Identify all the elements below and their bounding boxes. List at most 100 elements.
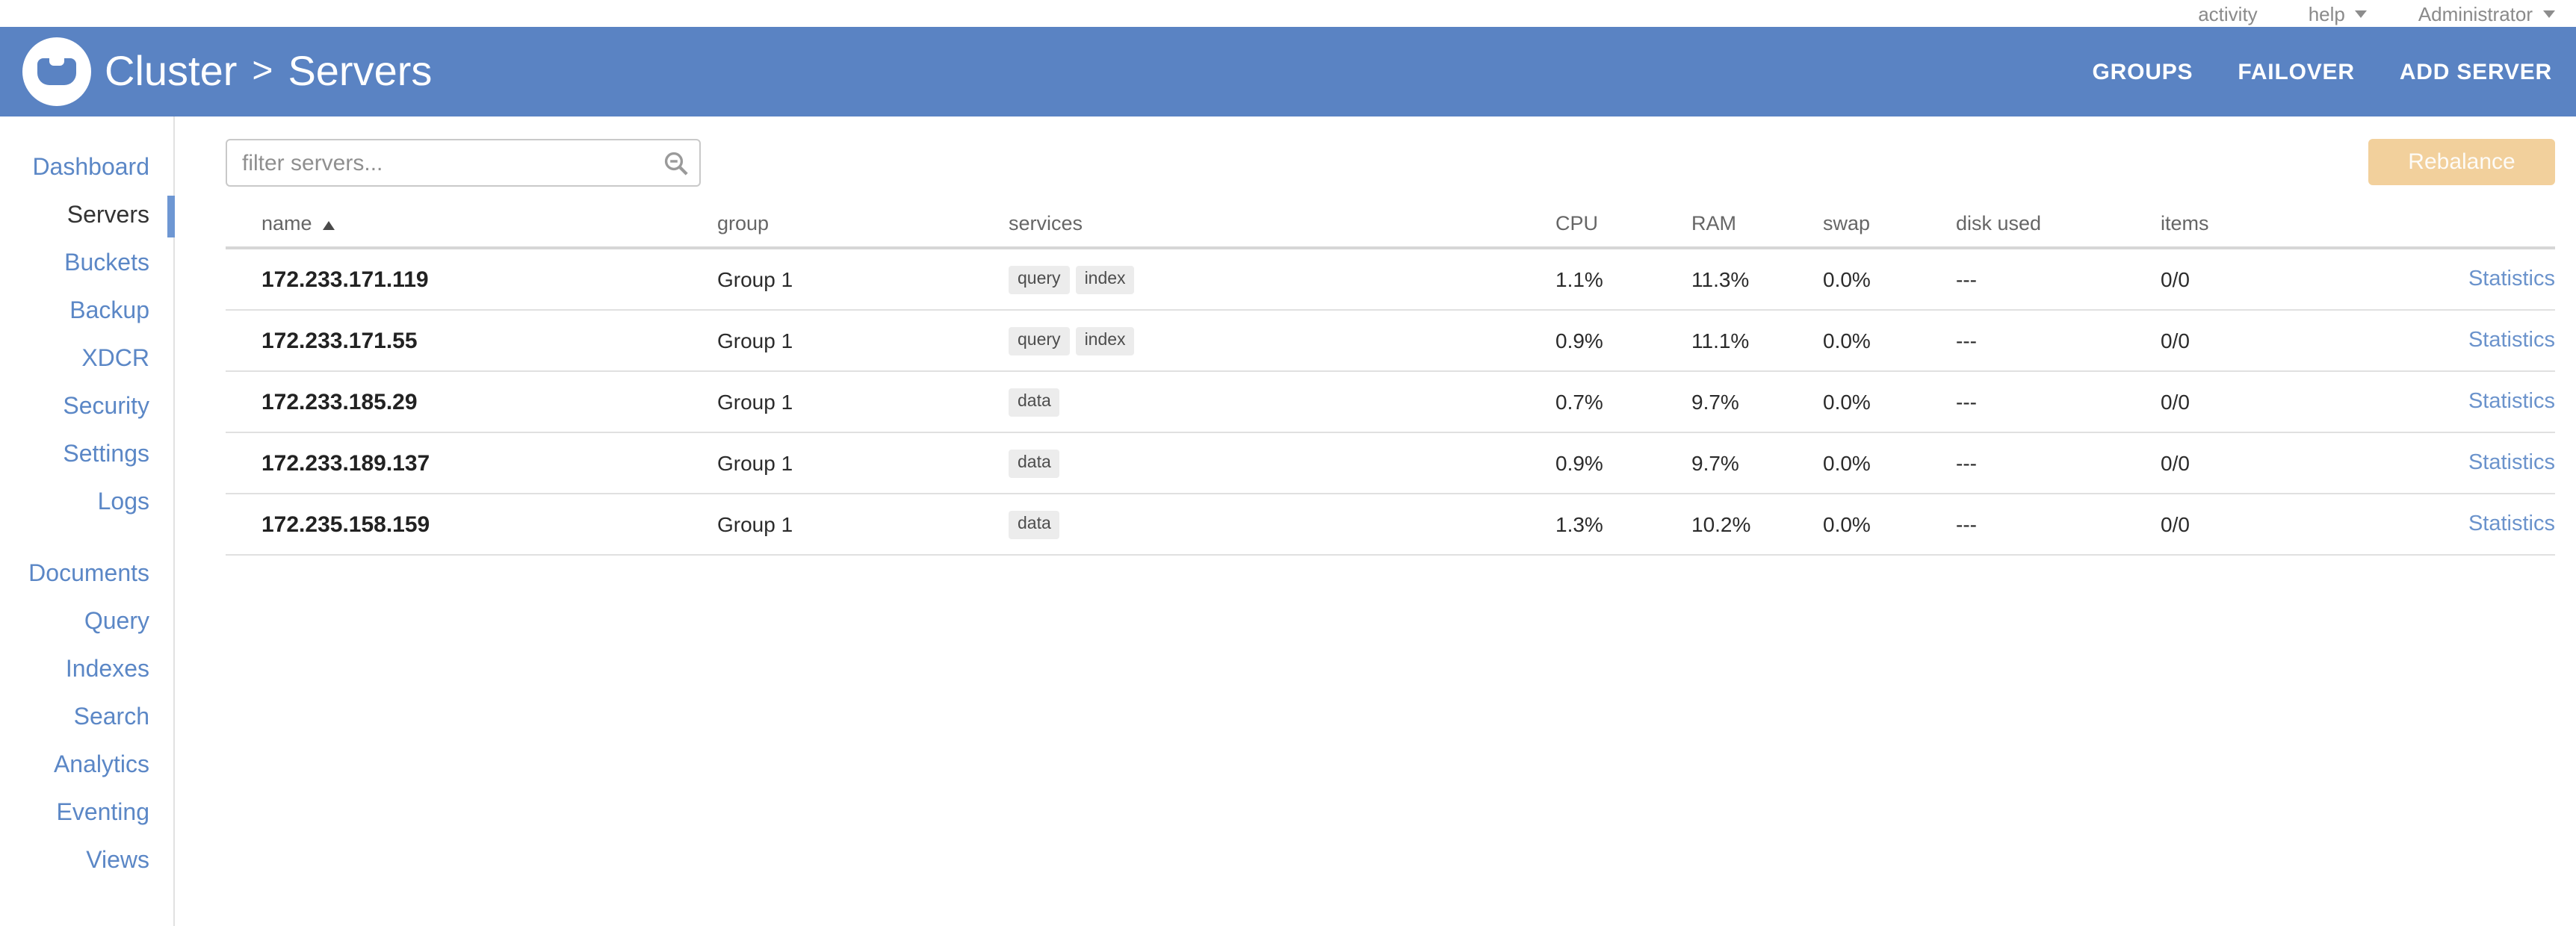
server-services: data	[1009, 509, 1555, 540]
page-title: Servers	[288, 48, 433, 94]
server-row: 172.233.171.119 Group 1 query index 1.1% …	[226, 249, 2555, 311]
sidebar-item-settings[interactable]: Settings	[63, 442, 149, 467]
server-disk-used: ---	[1956, 390, 1977, 414]
server-services: query index	[1009, 326, 1555, 356]
main-content: Rebalance name group services CPU RAM sw…	[175, 116, 2576, 926]
server-disk-used: ---	[1956, 512, 1977, 536]
servers-table: name group services CPU RAM swap disk us…	[226, 206, 2555, 556]
column-header-group[interactable]: group	[717, 212, 770, 234]
server-services: query index	[1009, 264, 1555, 295]
server-swap: 0.0%	[1823, 390, 1871, 414]
server-services: data	[1009, 387, 1555, 417]
sidebar-item-views[interactable]: Views	[86, 848, 149, 874]
sidebar-item-eventing[interactable]: Eventing	[56, 801, 149, 826]
server-services: data	[1009, 448, 1555, 479]
server-cpu: 0.9%	[1555, 329, 1603, 352]
statistics-link[interactable]: Statistics	[2468, 451, 2555, 475]
service-badge: data	[1009, 388, 1060, 417]
sidebar-item-logs[interactable]: Logs	[97, 490, 149, 515]
breadcrumb: Cluster > Servers	[105, 48, 432, 96]
chevron-down-icon	[2543, 10, 2555, 17]
sidebar-item-search[interactable]: Search	[73, 705, 149, 730]
server-disk-used: ---	[1956, 451, 1977, 475]
sidebar-item-documents[interactable]: Documents	[28, 562, 149, 587]
server-cpu: 0.7%	[1555, 390, 1603, 414]
servers-toolbar: Rebalance	[226, 139, 2555, 187]
help-menu[interactable]: help	[2309, 2, 2368, 25]
breadcrumb-cluster: Cluster	[105, 48, 238, 94]
filter-servers-input[interactable]	[226, 139, 701, 187]
breadcrumb-chevron-icon: >	[252, 51, 273, 91]
sidebar: Dashboard Servers Buckets Backup XDCR Se…	[0, 116, 175, 926]
server-cpu: 1.1%	[1555, 267, 1603, 291]
logo-bucket-slot	[49, 57, 64, 66]
server-swap: 0.0%	[1823, 329, 1871, 352]
service-badge: query	[1009, 265, 1070, 295]
server-ram: 9.7%	[1691, 451, 1739, 475]
server-row: 172.235.158.159 Group 1 data 1.3% 10.2% …	[226, 494, 2555, 556]
sidebar-item-security[interactable]: Security	[63, 394, 149, 420]
server-group: Group 1	[717, 390, 793, 414]
server-name[interactable]: 172.233.171.119	[261, 267, 429, 292]
sidebar-item-query[interactable]: Query	[84, 609, 149, 635]
server-row: 172.233.189.137 Group 1 data 0.9% 9.7% 0…	[226, 433, 2555, 494]
statistics-link[interactable]: Statistics	[2468, 267, 2555, 291]
server-items: 0/0	[2161, 390, 2190, 414]
column-header-ram[interactable]: RAM	[1691, 212, 1736, 234]
chevron-down-icon	[2355, 10, 2368, 17]
server-name[interactable]: 172.233.189.137	[261, 450, 430, 476]
server-group: Group 1	[717, 329, 793, 352]
couchbase-logo-icon	[22, 37, 91, 106]
sidebar-item-analytics[interactable]: Analytics	[53, 753, 149, 778]
server-name[interactable]: 172.233.185.29	[261, 389, 418, 414]
server-ram: 11.3%	[1691, 267, 1750, 291]
statistics-link[interactable]: Statistics	[2468, 390, 2555, 414]
statistics-link[interactable]: Statistics	[2468, 329, 2555, 352]
column-header-disk-used[interactable]: disk used	[1956, 212, 2042, 234]
activity-link[interactable]: activity	[2198, 2, 2257, 25]
server-items: 0/0	[2161, 267, 2190, 291]
service-badge: index	[1075, 326, 1135, 356]
server-group: Group 1	[717, 451, 793, 475]
server-items: 0/0	[2161, 451, 2190, 475]
sidebar-item-indexes[interactable]: Indexes	[65, 657, 149, 683]
sidebar-item-buckets[interactable]: Buckets	[64, 251, 149, 276]
sort-ascending-icon	[322, 221, 335, 230]
server-cpu: 1.3%	[1555, 512, 1603, 536]
column-header-cpu[interactable]: CPU	[1555, 212, 1599, 234]
app-header: Cluster > Servers GROUPS FAILOVER ADD SE…	[0, 27, 2576, 116]
header-nav: GROUPS FAILOVER ADD SERVER	[2093, 59, 2552, 84]
statistics-link[interactable]: Statistics	[2468, 512, 2555, 536]
server-name[interactable]: 172.233.171.55	[261, 328, 418, 353]
add-server-button[interactable]: ADD SERVER	[2399, 59, 2552, 84]
content-layout: Dashboard Servers Buckets Backup XDCR Se…	[0, 116, 2576, 926]
server-disk-used: ---	[1956, 267, 1977, 291]
sidebar-item-backup[interactable]: Backup	[69, 299, 149, 324]
sidebar-item-dashboard[interactable]: Dashboard	[32, 155, 149, 181]
server-swap: 0.0%	[1823, 267, 1871, 291]
server-swap: 0.0%	[1823, 512, 1871, 536]
column-header-swap[interactable]: swap	[1823, 212, 1871, 234]
server-row: 172.233.171.55 Group 1 query index 0.9% 1…	[226, 311, 2555, 372]
sidebar-item-xdcr[interactable]: XDCR	[81, 347, 149, 372]
sidebar-item-servers[interactable]: Servers	[0, 193, 175, 240]
utility-bar: activity help Administrator	[0, 0, 2576, 27]
column-header-name[interactable]: name	[261, 212, 717, 234]
column-header-items[interactable]: items	[2161, 212, 2209, 234]
column-header-services[interactable]: services	[1009, 212, 1083, 234]
user-menu[interactable]: Administrator	[2418, 2, 2555, 25]
server-ram: 9.7%	[1691, 390, 1739, 414]
failover-button[interactable]: FAILOVER	[2238, 59, 2355, 84]
help-menu-label: help	[2308, 2, 2345, 25]
server-swap: 0.0%	[1823, 451, 1871, 475]
service-badge: query	[1009, 326, 1070, 356]
server-group: Group 1	[717, 267, 793, 291]
groups-button[interactable]: GROUPS	[2092, 59, 2193, 84]
server-name[interactable]: 172.235.158.159	[261, 512, 430, 537]
server-row: 172.233.185.29 Group 1 data 0.7% 9.7% 0.…	[226, 372, 2555, 433]
rebalance-button[interactable]: Rebalance	[2368, 139, 2555, 185]
table-header-row: name group services CPU RAM swap disk us…	[226, 206, 2555, 249]
server-items: 0/0	[2161, 512, 2190, 536]
service-badge: index	[1075, 265, 1135, 295]
